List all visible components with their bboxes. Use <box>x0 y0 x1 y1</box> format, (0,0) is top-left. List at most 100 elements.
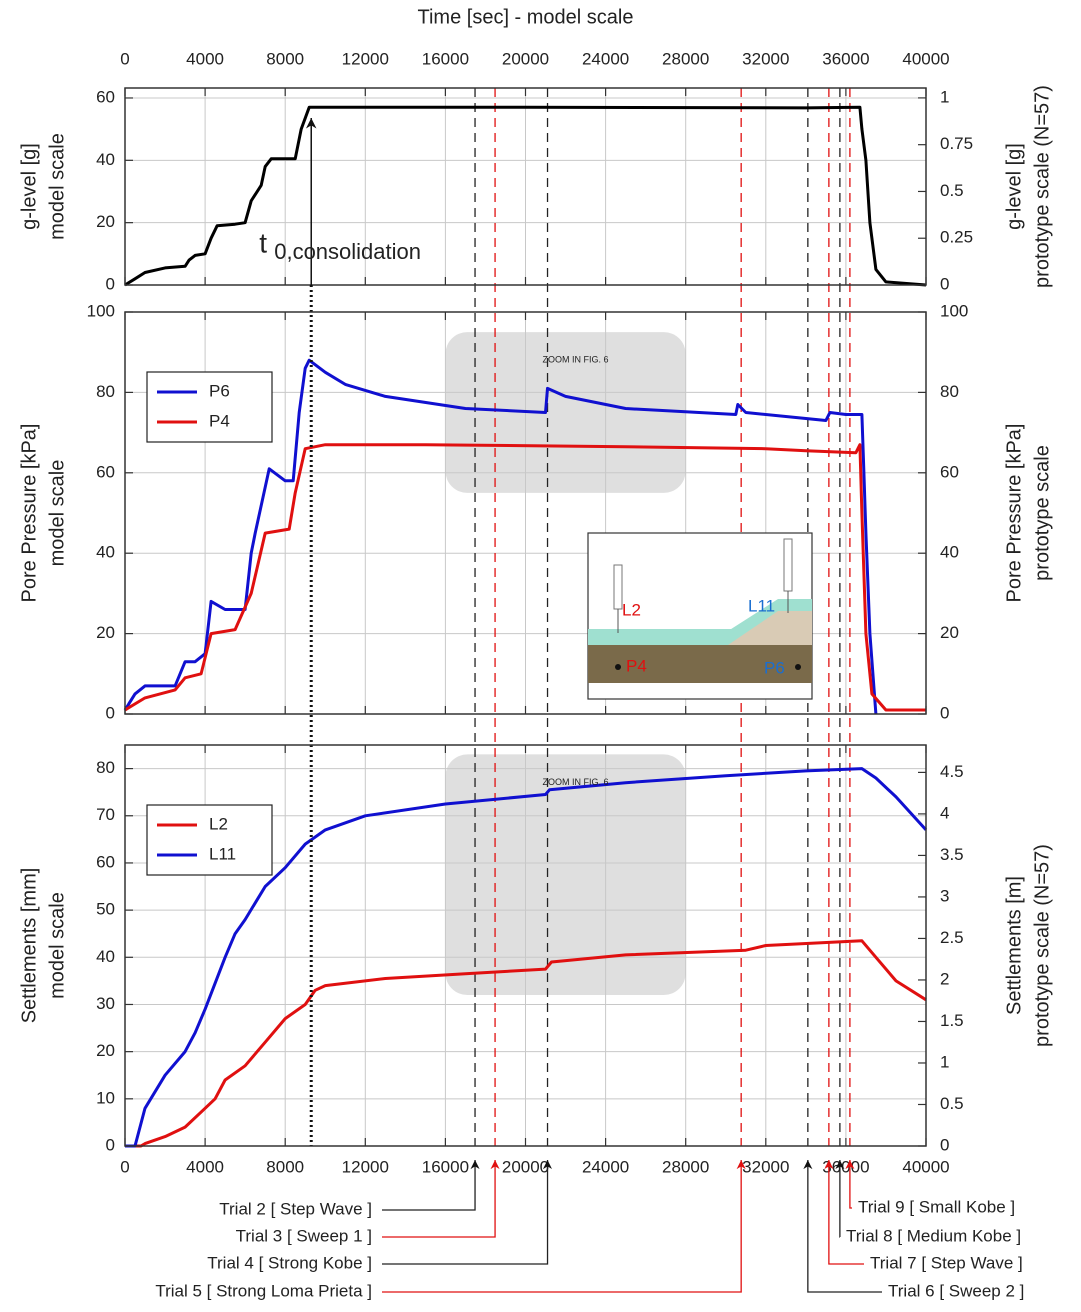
inset-water <box>588 599 812 631</box>
inset-slope <box>728 611 812 645</box>
x-tick-label: 0 <box>120 1157 129 1176</box>
x-tick-label: 8000 <box>266 1157 304 1176</box>
x-tick-label: 36000 <box>822 49 869 68</box>
y2-tick-label: 1.5 <box>940 1011 964 1030</box>
x-tick-label: 12000 <box>342 1157 389 1176</box>
y2-tick-label: 0.5 <box>940 181 964 200</box>
back-layer <box>445 332 686 996</box>
legend-label: L11 <box>209 844 236 863</box>
y2-tick-label: 80 <box>940 382 959 401</box>
y2-axis-title: g-level [g] <box>1003 143 1025 230</box>
y2-axis-title: prototype scale (N=57) <box>1031 844 1053 1047</box>
plot-frame <box>124 744 927 1147</box>
trial-label: Trial 9 [ Small Kobe ] <box>858 1197 1015 1216</box>
y-tick-label: 80 <box>96 758 115 777</box>
y2-axis-title: Settlements [m] <box>1003 876 1025 1015</box>
zoom-region <box>445 332 686 493</box>
y-axis-title: model scale <box>46 133 68 240</box>
y2-tick-label: 1 <box>940 1052 949 1071</box>
trial-label: Trial 3 [ Sweep 1 ] <box>236 1226 372 1245</box>
inset-label: P4 <box>626 656 647 675</box>
y-axis-title: Pore Pressure [kPa] <box>18 424 40 603</box>
x-tick-label: 16000 <box>422 49 469 68</box>
y2-axis-title: Pore Pressure [kPa] <box>1003 424 1025 603</box>
y-tick-label: 10 <box>96 1088 115 1107</box>
inset: L2 L11 P4 P6 <box>587 532 813 700</box>
trial-label: Trial 2 [ Step Wave ] <box>219 1199 372 1218</box>
y2-tick-label: 1 <box>940 87 949 106</box>
x-tick-label: 40000 <box>902 49 949 68</box>
trial-label: Trial 4 [ Strong Kobe ] <box>207 1253 372 1272</box>
trial-label: Trial 6 [ Sweep 2 ] <box>888 1281 1024 1300</box>
inset-p4 <box>615 664 621 670</box>
y2-axis-title: prototype scale <box>1031 445 1053 581</box>
x-tick-label: 24000 <box>582 49 629 68</box>
y-tick-label: 0 <box>106 703 115 722</box>
y-tick-label: 20 <box>96 1041 115 1060</box>
y2-tick-label: 3.5 <box>940 845 964 864</box>
x-tick-label: 20000 <box>502 49 549 68</box>
y2-tick-label: 0 <box>940 274 949 293</box>
zoom-region <box>445 754 686 996</box>
y-tick-label: 0 <box>106 274 115 293</box>
x-tick-label: 16000 <box>422 1157 469 1176</box>
y-tick-label: 40 <box>96 543 115 562</box>
y-axis-title: model scale <box>46 892 68 999</box>
x-tick-label: 12000 <box>342 49 389 68</box>
x-tick-label: 20000 <box>502 1157 549 1176</box>
y2-tick-label: 3 <box>940 886 949 905</box>
inset-p6 <box>795 664 801 670</box>
y2-tick-label: 2 <box>940 969 949 988</box>
inset-sensor <box>613 564 623 610</box>
y-tick-label: 100 <box>87 301 115 320</box>
series-line <box>124 105 927 287</box>
legend-label: L2 <box>209 814 228 833</box>
y-tick-label: 60 <box>96 852 115 871</box>
inset-label: L2 <box>622 600 641 619</box>
annotation-text: t <box>259 227 267 258</box>
inset-label: P6 <box>764 658 785 677</box>
annotation-subscript: 0,consolidation <box>274 239 421 264</box>
y2-tick-label: 4.5 <box>940 762 964 781</box>
y-tick-label: 50 <box>96 900 115 919</box>
inset-label: L11 <box>748 596 775 615</box>
x-tick-label: 8000 <box>266 49 304 68</box>
y2-tick-label: 0 <box>940 703 949 722</box>
y2-tick-label: 0.75 <box>940 134 973 153</box>
trial-pointer <box>824 1160 864 1265</box>
x-tick-label: 4000 <box>186 49 224 68</box>
zoom-label: ZOOM IN FIG. 6 <box>543 354 609 364</box>
x-tick-label: 24000 <box>582 1157 629 1176</box>
y-tick-label: 80 <box>96 382 115 401</box>
x-axis-title: Time [sec] - model scale <box>418 6 634 28</box>
y-tick-label: 20 <box>96 212 115 231</box>
y-axis-title: model scale <box>46 460 68 567</box>
trial-label: Trial 5 [ Strong Loma Prieta ] <box>155 1281 372 1300</box>
y2-axis-title: prototype scale (N=57) <box>1031 85 1053 288</box>
series-line <box>125 939 927 1148</box>
y2-tick-label: 20 <box>940 623 959 642</box>
series-line <box>124 443 926 712</box>
trial-label: Trial 7 [ Step Wave ] <box>870 1253 1023 1272</box>
y2-tick-label: 0.5 <box>940 1094 964 1113</box>
x-tick-label: 4000 <box>186 1157 224 1176</box>
plot-frame <box>124 87 927 286</box>
y2-tick-label: 0 <box>940 1135 949 1154</box>
y-tick-label: 60 <box>96 462 115 481</box>
y2-tick-label: 0.25 <box>940 228 973 247</box>
x-tick-label: 40000 <box>902 1157 949 1176</box>
y2-tick-label: 60 <box>940 462 959 481</box>
front-layer: 0 4000 8000 12000 16000 20000 24000 28000 32000 3… <box>18 6 1053 1300</box>
trial-label: Trial 8 [ Medium Kobe ] <box>846 1226 1021 1245</box>
y-tick-label: 40 <box>96 150 115 169</box>
zoom-label: ZOOM IN FIG. 6 <box>543 777 609 787</box>
trial-pointer <box>803 1160 882 1293</box>
inset-soil-top <box>588 645 812 655</box>
y-tick-label: 30 <box>96 994 115 1013</box>
y-tick-label: 70 <box>96 805 115 824</box>
inset-sensor <box>783 538 793 592</box>
plot-frame <box>124 311 927 715</box>
legend-label: P4 <box>209 411 230 430</box>
trial-pointer <box>382 1160 553 1265</box>
